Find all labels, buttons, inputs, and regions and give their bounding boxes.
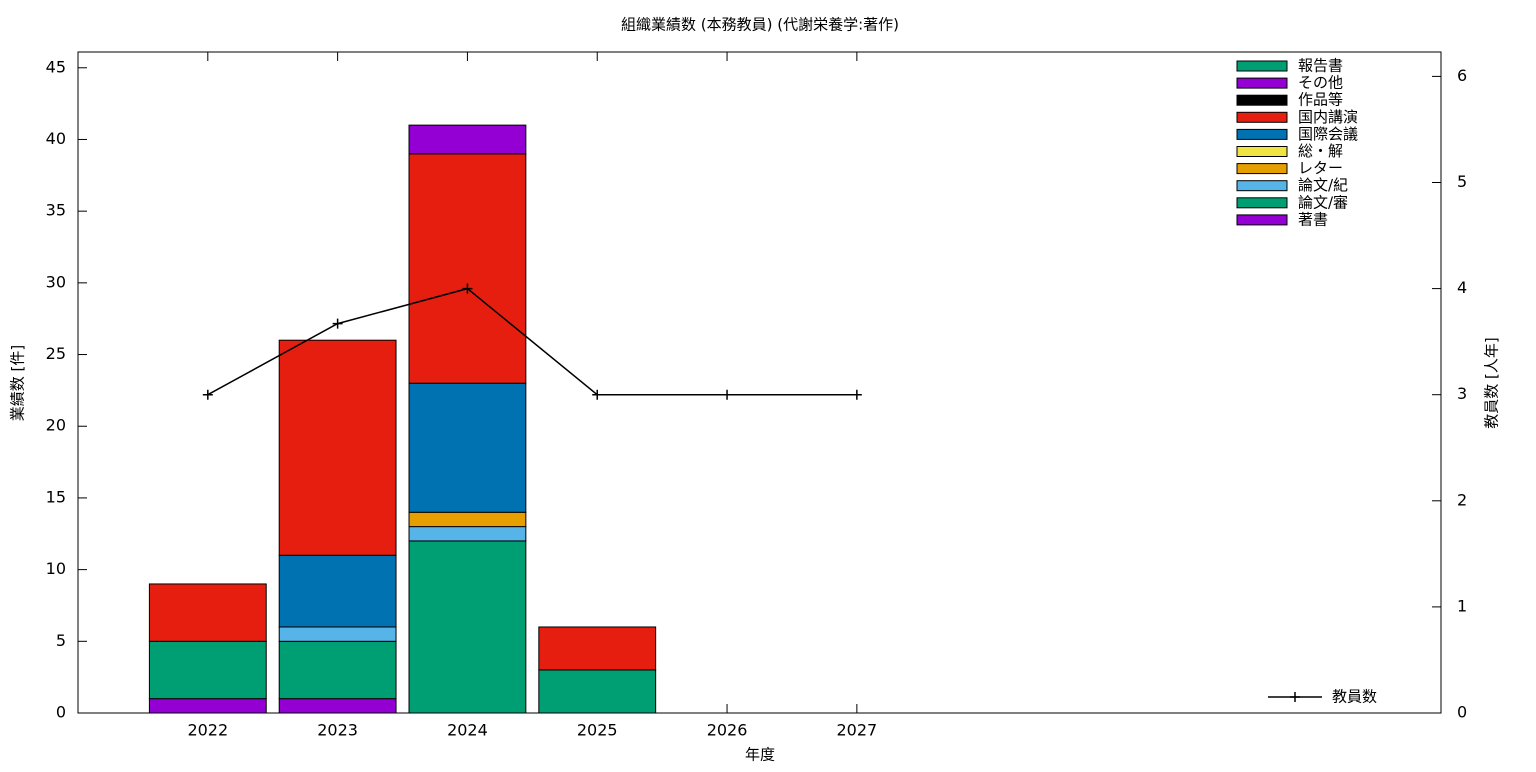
legend-swatch <box>1236 214 1288 226</box>
bar-segment <box>408 526 527 542</box>
legend-swatch <box>1236 94 1288 106</box>
y-tick-label: 20 <box>46 416 66 435</box>
bar-segment <box>538 669 657 714</box>
x-tick-label: 2024 <box>447 721 488 740</box>
y2-tick-label: 2 <box>1457 490 1467 509</box>
bar-segment <box>278 339 397 556</box>
legend-label: 教員数 <box>1332 688 1377 706</box>
legend-swatch <box>1236 197 1288 209</box>
point-marker <box>592 389 603 400</box>
legend-label: レター <box>1298 159 1343 177</box>
legend-label: 論文/紀 <box>1298 176 1348 194</box>
y-tick-label: 35 <box>46 201 66 220</box>
y2-tick-label: 1 <box>1457 596 1467 615</box>
line <box>207 287 857 396</box>
point-marker <box>722 389 733 400</box>
bar-segment <box>408 382 527 513</box>
bar-segment <box>408 511 527 528</box>
legend-swatch <box>1236 180 1288 192</box>
y-tick-label: 15 <box>46 487 66 506</box>
legend-swatch <box>1236 60 1288 72</box>
y-tick-label: 5 <box>56 631 66 650</box>
legend-swatch <box>1236 146 1288 157</box>
bar-segment <box>408 124 527 155</box>
y-tick-label: 45 <box>46 57 66 76</box>
legend-label: 総・解 <box>1298 142 1343 160</box>
legend-label: 著書 <box>1298 210 1328 228</box>
y2-tick-label: 0 <box>1457 703 1467 722</box>
bar-segment <box>148 583 267 642</box>
x-axis-label: 年度 <box>745 746 775 764</box>
bar-segment <box>408 540 527 714</box>
legend-label: 論文/審 <box>1298 193 1348 211</box>
bar-segment <box>408 153 527 384</box>
bar-segment <box>278 698 397 714</box>
legend-label: 報告書 <box>1298 57 1343 75</box>
legend-label: 国際会議 <box>1298 125 1358 143</box>
legend-swatch <box>1236 77 1288 89</box>
y-tick-label: 30 <box>46 272 66 291</box>
bar-segment <box>278 640 397 700</box>
x-tick-label: 2026 <box>707 721 748 740</box>
y2-tick-label: 6 <box>1457 66 1467 85</box>
y-tick-label: 25 <box>46 344 66 363</box>
y2-axis-label: 教員数 [人年] <box>1483 337 1501 428</box>
y2-tick-label: 3 <box>1457 384 1467 403</box>
x-tick-label: 2022 <box>187 721 228 740</box>
y-tick-label: 0 <box>56 703 66 722</box>
y2-tick-label: 4 <box>1457 278 1467 297</box>
x-tick-label: 2027 <box>836 721 877 740</box>
bar-segment <box>148 640 267 700</box>
y2-tick-label: 5 <box>1457 172 1467 191</box>
point-marker <box>851 389 862 400</box>
legend-label: 国内講演 <box>1298 108 1358 126</box>
point-marker <box>332 318 343 329</box>
y-tick-label: 40 <box>46 129 66 148</box>
y-axis-label: 業績数 [件] <box>9 345 27 421</box>
bar-segment <box>148 698 267 714</box>
y-tick-label: 10 <box>46 559 66 578</box>
plot-frame <box>77 51 1442 714</box>
legend-label: 作品等 <box>1298 91 1343 109</box>
bar-segment <box>278 554 397 628</box>
bar-segment <box>538 626 657 671</box>
x-tick-label: 2023 <box>317 721 358 740</box>
point-marker <box>462 283 473 294</box>
x-tick-label: 2025 <box>577 721 618 740</box>
legend-swatch <box>1236 128 1288 140</box>
legend-swatch <box>1236 163 1288 175</box>
legend-marker <box>1290 692 1300 702</box>
point-marker <box>202 389 213 400</box>
chart-title: 組織業績数 (本務教員) (代謝栄養学:著作) <box>621 16 899 34</box>
legend-swatch <box>1236 111 1288 123</box>
legend-label: その他 <box>1298 74 1343 92</box>
bar-segment <box>278 626 397 642</box>
